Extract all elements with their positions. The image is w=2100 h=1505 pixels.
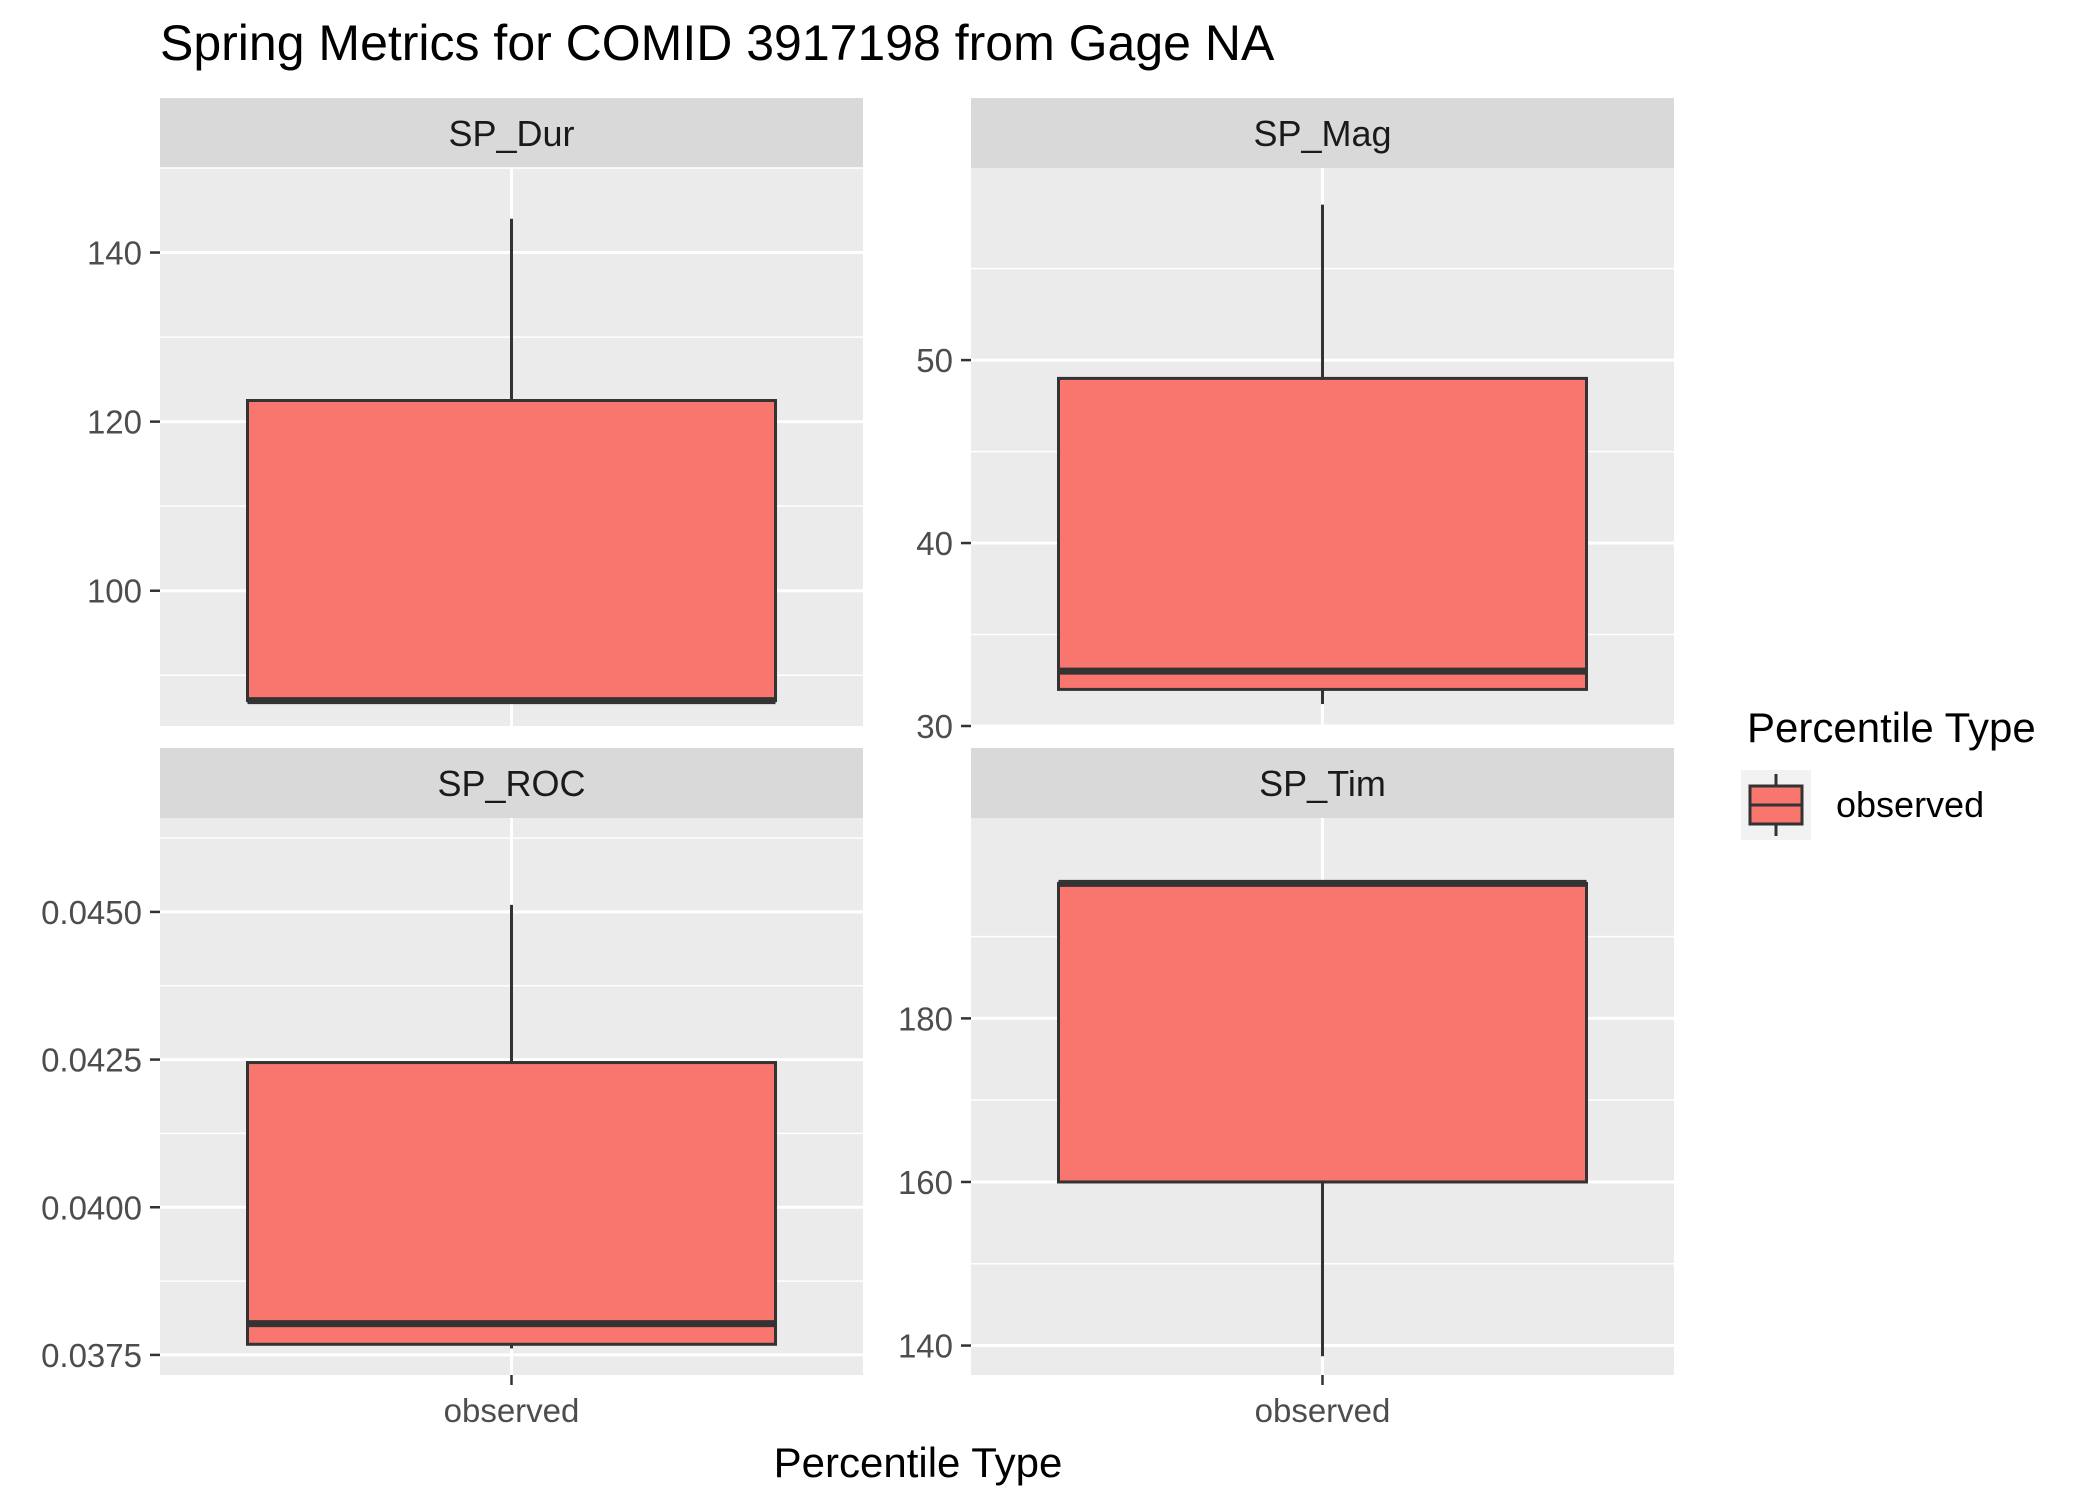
facet-strip-label: SP_Tim — [1259, 763, 1386, 804]
y-tick-label: 0.0400 — [41, 1189, 142, 1226]
box-observed — [246, 904, 777, 1349]
box-observed — [246, 218, 777, 705]
facet-strip — [160, 98, 863, 168]
legend-entries: observed — [1741, 770, 1984, 840]
facet-strip-label: SP_Dur — [448, 113, 574, 154]
facet-panel-SP_Mag: SP_Mag 30 40 50 — [916, 98, 1674, 745]
box-iqr — [246, 399, 777, 703]
y-tick-label: 0.0375 — [41, 1337, 142, 1374]
facet-strip — [971, 98, 1674, 168]
y-tick-label: 180 — [898, 1000, 953, 1037]
y-tick-label: 30 — [916, 708, 953, 745]
y-tick-label: 160 — [898, 1164, 953, 1201]
facet-panel-SP_Dur: SP_Dur 100 120 140 — [87, 98, 863, 726]
box-observed — [1057, 204, 1588, 705]
box-iqr — [1057, 881, 1588, 1184]
box-observed — [1057, 879, 1588, 1357]
y-tick-label: 40 — [916, 525, 953, 562]
facet-panel-SP_ROC: SP_ROC 0.0375 0.0400 0.0425 0.0450 observed — [41, 748, 863, 1429]
x-tick-label: observed — [1255, 1392, 1391, 1429]
legend: Percentile Type observed — [1741, 704, 2036, 840]
y-tick-label: 100 — [87, 573, 142, 610]
facet-strip-label: SP_Mag — [1253, 113, 1391, 154]
legend-title: Percentile Type — [1747, 704, 2036, 751]
facet-panels: SP_Dur 100 120 140 SP_Mag 30 40 50 SP_ROC 0.0375 0… — [41, 98, 1674, 1429]
y-tick-label: 140 — [87, 235, 142, 272]
box-iqr — [1057, 376, 1588, 691]
legend-entry: observed — [1741, 770, 1984, 840]
x-axis-title: Percentile Type — [774, 1439, 1063, 1486]
y-tick-label: 120 — [87, 404, 142, 441]
y-tick-label: 50 — [916, 342, 953, 379]
chart-title: Spring Metrics for COMID 3917198 from Ga… — [160, 15, 1275, 71]
facet-strip-label: SP_ROC — [437, 763, 585, 804]
facet-strip — [160, 748, 863, 818]
y-tick-label: 0.0450 — [41, 894, 142, 931]
y-tick-label: 0.0425 — [41, 1042, 142, 1079]
x-tick-label: observed — [444, 1392, 580, 1429]
facet-panel-SP_Tim: SP_Tim 140 160 180 observed — [898, 748, 1674, 1429]
legend-entry-label: observed — [1836, 784, 1984, 825]
facet-strip — [971, 748, 1674, 818]
y-tick-label: 140 — [898, 1328, 953, 1365]
box-iqr — [246, 1061, 777, 1346]
